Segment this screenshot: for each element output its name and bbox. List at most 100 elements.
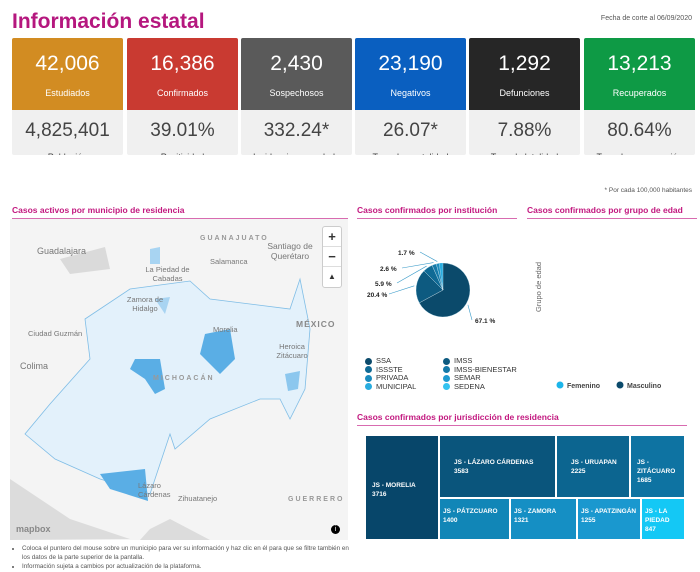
pie-legend-item[interactable]: MUNICIPAL [365, 382, 416, 391]
footnote-per-100k: * Por cada 100,000 habitantes [604, 187, 692, 194]
tile-value: 3716 [372, 491, 387, 498]
treemap-tile[interactable]: JS - LÁZARO CÁRDENAS 3583 [439, 435, 556, 498]
age-bar-chart[interactable]: 02k4k0–09 Años7110–19 Años28720–29 Años1… [525, 222, 700, 397]
pie-data-label: 67.1 % [475, 318, 495, 325]
stat-sub-label: Positividad [127, 152, 238, 155]
map-label: MÉXICO [296, 319, 336, 329]
pie-leader-line [396, 265, 427, 284]
treemap-tile[interactable]: JS - MORELIA 3716 [365, 435, 439, 540]
map-title: Casos activos por municipio de residenci… [12, 205, 348, 219]
map[interactable]: Guadalajara GUANAJUATO Santiago de Queré… [10, 219, 348, 540]
stat-card: 23,190 Negativos 26.07* Tasa de mortalid… [355, 38, 466, 155]
legend-label: SEDENA [454, 381, 485, 391]
treemap-tile[interactable]: JS - PÁTZCUARO 1400 [439, 498, 510, 540]
tile-value: 1400 [443, 517, 458, 524]
map-label: Ciudad Guzmán [28, 329, 83, 338]
stat-sub-label: Tasa de recuperación [584, 152, 695, 155]
tile-value: 2225 [571, 468, 586, 475]
pie-leader-line [401, 262, 434, 269]
treemap-title: Casos confirmados por jurisdicción de re… [357, 412, 687, 426]
pie-data-label: 5.9 % [375, 281, 392, 288]
map-label: Colima [20, 361, 49, 371]
stat-card-header: 16,386 Confirmados [127, 38, 238, 110]
michoacan-region [24, 277, 311, 495]
stat-sub-label: Población [12, 152, 123, 155]
pie-slice[interactable] [436, 263, 444, 291]
map-label: Zihuatanejo [178, 494, 218, 503]
stat-card-header: 2,430 Sospechosos [241, 38, 352, 110]
treemap-tile[interactable]: JS - LA PIEDAD 847 [641, 498, 685, 540]
compass-icon[interactable]: ▲ [328, 272, 336, 281]
pie-legend-item[interactable]: IMSS-BIENESTAR [443, 365, 517, 374]
stat-sub-value: 39.01% [150, 120, 215, 141]
map-label: Lázaro Cárdenas [138, 481, 171, 499]
stat-card-header: 1,292 Defunciones [469, 38, 580, 110]
stat-value: 13,213 [607, 52, 672, 75]
treemap-tile[interactable]: JS - ZAMORA 1321 [510, 498, 577, 540]
legend-dot-icon [556, 381, 564, 389]
map-label: Morelia [213, 325, 238, 334]
pie-legend-item[interactable]: PRIVADA [365, 373, 408, 382]
stat-value: 1,292 [498, 52, 551, 75]
legend-dot-icon [365, 366, 372, 374]
zoom-out-button[interactable]: − [323, 247, 341, 267]
footnote: Información sujeta a cambios por actuali… [22, 562, 354, 571]
institution-pie-chart[interactable]: 67.1 % 20.4 % 5.9 % 2.6 % 1.7 % [355, 225, 525, 355]
stat-card-footer: 39.01% Positividad [127, 120, 238, 155]
map-label: Salamanca [210, 257, 248, 266]
tile-value: 3583 [454, 468, 469, 475]
legend-label[interactable]: Femenino [567, 383, 600, 390]
legend-label: PRIVADA [376, 373, 409, 382]
stat-value: 16,386 [150, 52, 215, 75]
map-controls: + − ▲ [322, 226, 342, 288]
mapbox-logo[interactable]: mapbox [16, 524, 51, 534]
pie-legend-item[interactable]: IMSS [443, 356, 472, 365]
y-axis-title: Grupo de edad [534, 262, 543, 312]
stat-sub-label: Tasa de mortalidad [355, 152, 466, 155]
tile-name: JS - ZAMORA [514, 508, 557, 515]
stat-card: 1,292 Defunciones 7.88% Tasa de letalida… [469, 38, 580, 155]
map-label: GUANAJUATO [200, 235, 269, 242]
pie-legend-item[interactable]: SEDENA [443, 382, 485, 391]
pie-legend-item[interactable]: ISSSTE [365, 365, 403, 374]
stat-sub-value: 80.64% [607, 120, 672, 141]
legend-label: MUNICIPAL [376, 381, 417, 391]
map-label: MICHOACÁN [153, 375, 215, 382]
treemap-tile[interactable]: JS - URUAPAN 2225 [556, 435, 630, 498]
stat-sub-value: 26.07* [383, 120, 438, 141]
lake-chapala [60, 247, 110, 274]
stat-value: 2,430 [270, 52, 323, 75]
uruapan-municipality [130, 359, 165, 394]
zoom-in-button[interactable]: + [323, 227, 341, 247]
pie-slice[interactable] [419, 262, 471, 318]
tile-name: JS - APATZINGÁN [581, 508, 637, 515]
stat-card-header: 42,006 Estudiados [12, 38, 123, 110]
morelia-municipality [200, 329, 235, 374]
map-shapes[interactable] [10, 219, 348, 540]
legend-label: SSA [376, 356, 392, 365]
jurisdiction-treemap[interactable]: JS - MORELIA 3716 JS - LÁZARO CÁRDENAS 3583… [365, 435, 685, 540]
stat-card-footer: 332.24* Incidencia acumulada [241, 120, 352, 155]
stat-sub-label: Incidencia acumulada [241, 152, 352, 155]
legend-label: IMSS-BIENESTAR [454, 364, 517, 374]
treemap-tile[interactable]: JS - ZITÁCUARO 1685 [630, 435, 685, 498]
tile-name: JS - MORELIA [372, 482, 416, 489]
pie-legend-item[interactable]: SEMAR [443, 373, 481, 382]
map-label: Santiago de Querétaro [267, 241, 313, 261]
legend-label[interactable]: Masculino [627, 383, 661, 390]
stat-label: Estudiados [45, 88, 90, 98]
legend-dot-icon [365, 357, 372, 365]
legend-dot-icon [616, 381, 624, 389]
pie-legend-item[interactable]: SSA [365, 356, 391, 365]
lazaro-cardenas-municipality [100, 469, 148, 501]
stat-label: Defunciones [499, 88, 550, 98]
pie-leader-line [388, 285, 415, 295]
tile-name: JS - ZITÁCUARO [637, 459, 676, 475]
map-label: Zamora de Hidalgo [126, 295, 164, 313]
treemap-tile[interactable]: JS - APATZINGÁN 1255 [577, 498, 641, 540]
legend-label: ISSSTE [376, 364, 403, 374]
tile-value: 1685 [637, 477, 652, 484]
stat-card-header: 13,213 Recuperados [584, 38, 695, 110]
info-icon[interactable]: i [331, 525, 340, 534]
stat-sub-label: Tasa de letalidad [469, 152, 580, 155]
